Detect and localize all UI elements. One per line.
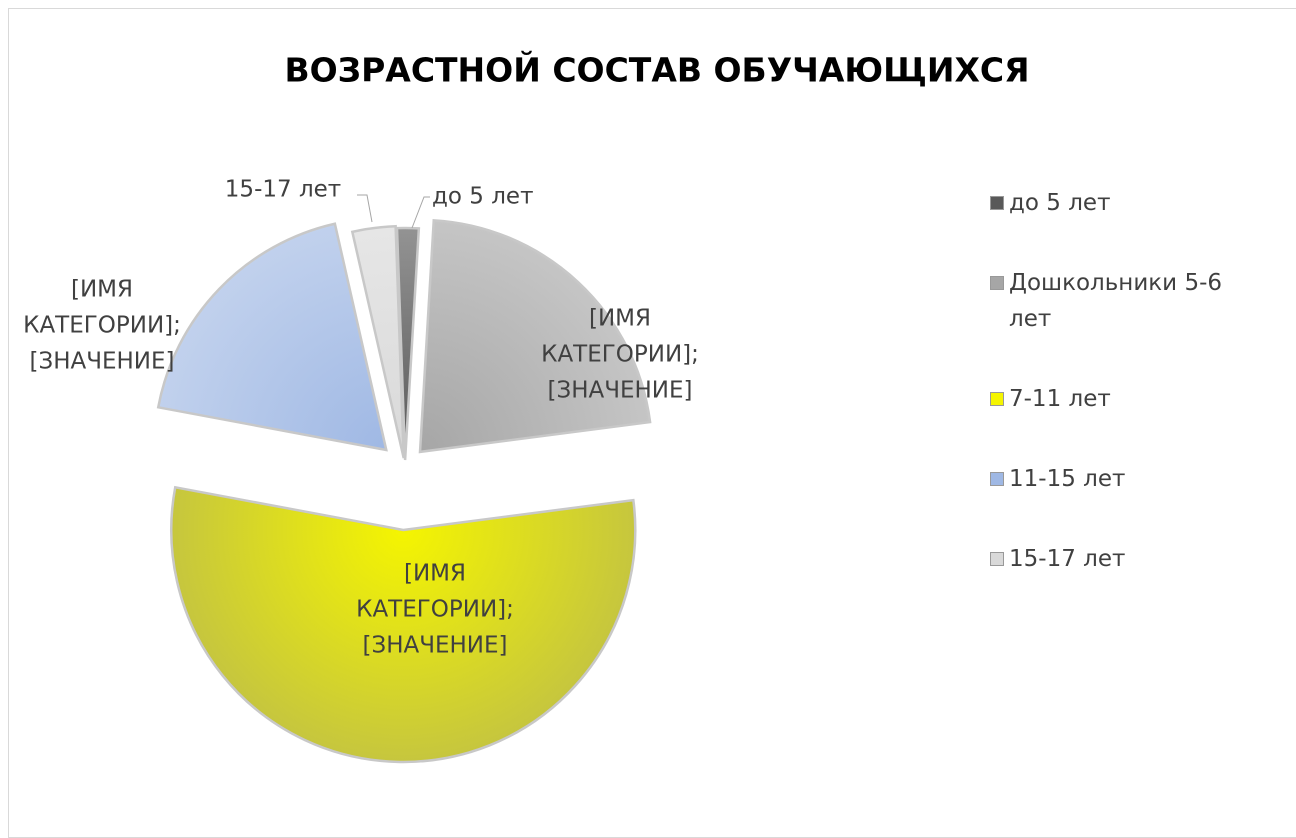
legend-item: до 5 лет: [990, 185, 1280, 221]
data-label: [ИМЯ: [589, 306, 651, 332]
legend-label: 15-17 лет: [1009, 546, 1126, 572]
data-label: [ЗНАЧЕНИЕ]: [547, 378, 692, 404]
legend-item: 15-17 лет: [990, 541, 1280, 577]
pie-slice: [395, 226, 421, 461]
pie-slice: [170, 485, 637, 764]
chart-title: ВОЗРАСТНОЙ СОСТАВ ОБУЧАЮЩИХСЯ: [284, 50, 1029, 90]
pie-slice: [350, 224, 405, 459]
data-label: КАТЕГОРИИ];: [356, 597, 514, 623]
legend-item: 7-11 лет: [990, 381, 1280, 417]
legend-swatch: [990, 552, 1004, 566]
data-label: 15-17 лет: [225, 177, 341, 203]
data-label: до 5 лет: [432, 184, 533, 210]
legend-label: 7-11 лет: [1009, 386, 1111, 412]
leader-line: [357, 194, 373, 223]
pie-slice: [156, 222, 388, 452]
data-label: [ЗНАЧЕНИЕ]: [29, 349, 174, 375]
legend-swatch: [990, 196, 1004, 210]
legend-swatch: [990, 392, 1004, 406]
legend-item: 11-15 лет: [990, 461, 1280, 497]
legend-label: до 5 лет: [1009, 190, 1111, 216]
legend-item: Дошкольники 5-6 лет: [990, 265, 1280, 337]
legend-swatch: [990, 276, 1004, 290]
data-label: КАТЕГОРИИ];: [23, 313, 181, 339]
pie-slice: [418, 218, 652, 454]
data-label: [ЗНАЧЕНИЕ]: [362, 633, 507, 659]
legend-swatch: [990, 472, 1004, 486]
legend: до 5 лет Дошкольники 5-6 лет 7-11 лет 11-15…: [990, 185, 1280, 621]
legend-label: 11-15 лет: [1009, 466, 1126, 492]
data-label: [ИМЯ: [404, 561, 466, 587]
legend-label: Дошкольники 5-6 лет: [1009, 270, 1223, 332]
data-label: [ИМЯ: [71, 277, 133, 303]
leader-line: [411, 196, 430, 229]
data-label: КАТЕГОРИИ];: [541, 342, 699, 368]
